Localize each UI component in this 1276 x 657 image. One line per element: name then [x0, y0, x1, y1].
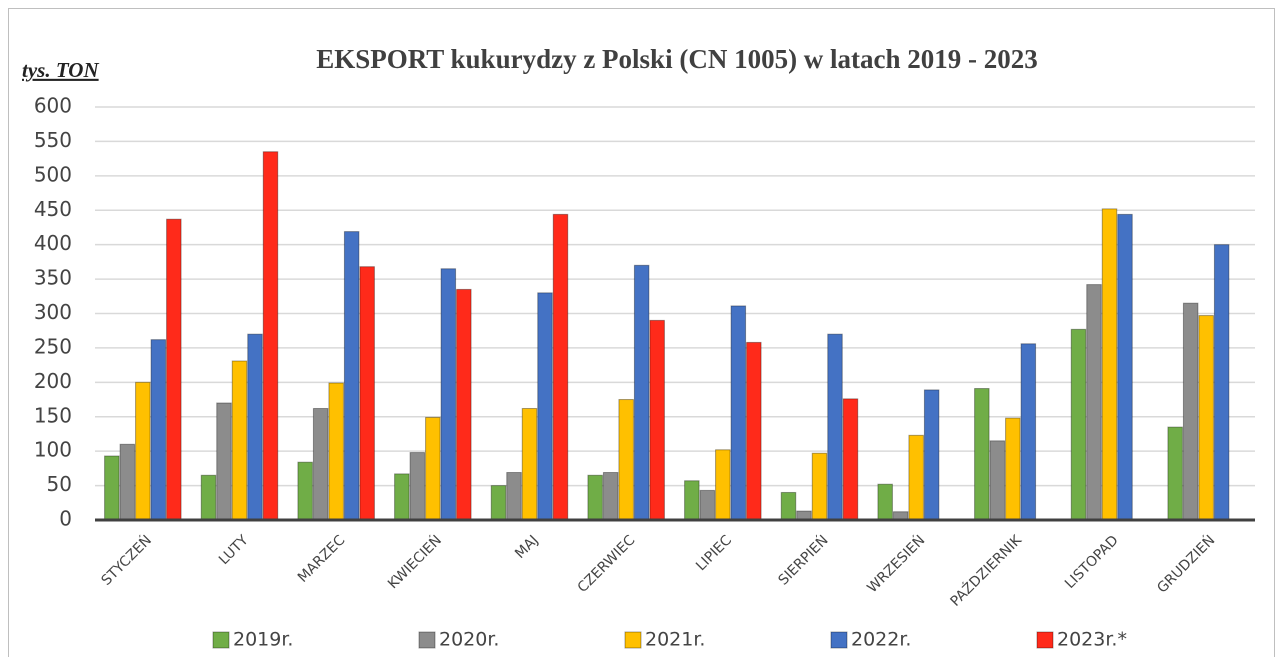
bar: [730, 305, 747, 521]
legend-label: 2021r.: [645, 629, 705, 651]
bar: [343, 231, 360, 521]
y-tick-label: 0: [59, 507, 72, 531]
bar: [618, 399, 634, 521]
y-tick-label: 450: [34, 197, 72, 221]
bar: [119, 443, 136, 521]
legend-swatch: [624, 631, 642, 649]
bar: [699, 489, 716, 521]
bar: [811, 452, 828, 521]
bar: [1020, 343, 1037, 521]
bar: [1198, 315, 1214, 521]
bar: [989, 440, 1006, 521]
bar: [877, 483, 893, 521]
bar: [521, 407, 538, 521]
bar: [602, 472, 619, 521]
bar: [200, 474, 217, 521]
bar: [425, 416, 441, 521]
bar: [908, 434, 924, 521]
y-tick-label: 600: [34, 94, 72, 118]
bar: [684, 480, 700, 521]
bar: [394, 473, 410, 521]
bar: [780, 491, 797, 521]
bar: [974, 388, 990, 521]
bar: [715, 449, 731, 521]
bar: [150, 339, 167, 521]
bar: [135, 381, 151, 521]
bar: [587, 474, 603, 521]
bar: [1182, 302, 1199, 521]
legend-swatch: [1036, 631, 1054, 649]
bar: [649, 319, 665, 521]
bar: [1167, 426, 1183, 521]
bar: [842, 398, 859, 521]
legend-swatch: [418, 631, 436, 649]
bar: [746, 341, 762, 521]
bar: [328, 382, 344, 521]
y-tick-label: 200: [34, 369, 72, 393]
bar: [923, 389, 940, 521]
bar: [312, 407, 329, 521]
y-tick-label: 150: [34, 403, 72, 427]
bar: [1005, 417, 1021, 521]
y-tick-label: 50: [47, 472, 72, 496]
legend-label: 2022r.: [851, 629, 911, 651]
bar: [297, 461, 313, 521]
legend-label: 2023r.*: [1057, 629, 1127, 651]
y-axis-label: tys. TON: [22, 58, 99, 82]
y-tick-label: 100: [34, 438, 72, 462]
y-tick-label: 250: [34, 334, 72, 358]
legend-swatch: [212, 631, 230, 649]
legend-swatch: [830, 631, 848, 649]
bar: [1213, 244, 1230, 521]
bar: [552, 213, 569, 521]
bar: [1086, 284, 1102, 521]
bar: [166, 218, 182, 521]
bar: [490, 485, 507, 521]
bar: [231, 360, 248, 521]
y-tick-label: 400: [34, 231, 72, 255]
bar: [537, 292, 553, 521]
bar: [1101, 208, 1118, 521]
bar: [633, 264, 650, 521]
bar: [409, 452, 426, 521]
bar: [1070, 328, 1087, 521]
bar: [262, 151, 279, 521]
bar: [506, 472, 522, 521]
bar: [247, 333, 263, 521]
bar: [104, 455, 120, 521]
bar: [359, 266, 375, 521]
y-tick-label: 500: [34, 162, 72, 186]
legend-label: 2020r.: [439, 629, 499, 651]
bar: [440, 268, 457, 521]
y-tick-label: 350: [34, 266, 72, 290]
chart-title: EKSPORT kukurydzy z Polski (CN 1005) w l…: [316, 44, 1038, 74]
bar: [456, 288, 472, 521]
bar: [216, 402, 232, 521]
bar: [827, 333, 843, 521]
legend-label: 2019r.: [233, 629, 293, 651]
bar: [1117, 213, 1133, 521]
y-tick-label: 300: [34, 300, 72, 324]
y-tick-label: 550: [34, 128, 72, 152]
